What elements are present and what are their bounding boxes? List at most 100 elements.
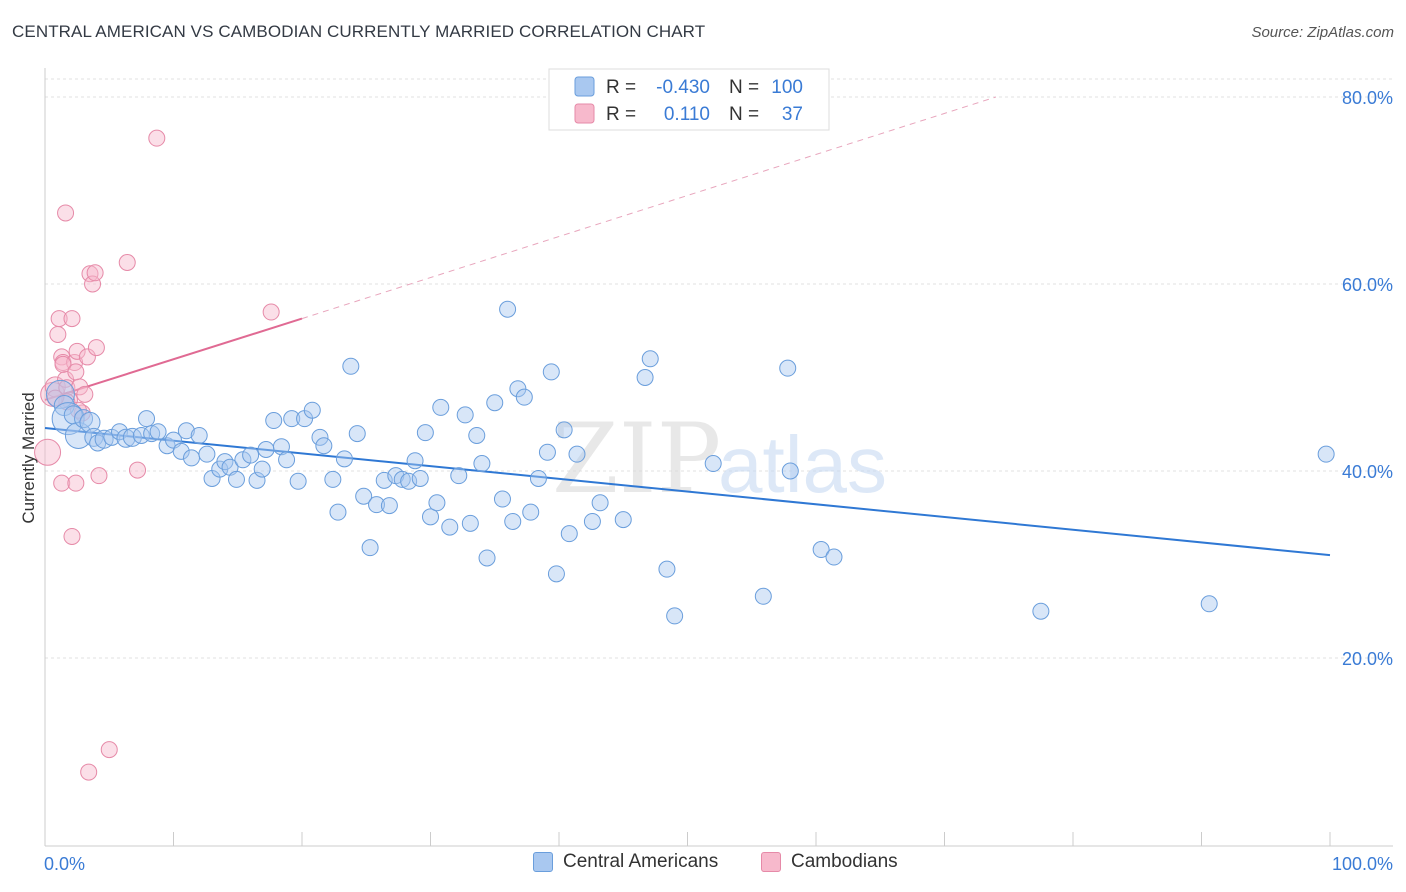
central-americans-points — [45, 300, 1335, 625]
cambodians-point — [148, 129, 166, 147]
legend-item-central-americans: Central Americans — [533, 851, 718, 873]
central-americans-point — [555, 421, 573, 439]
cambodians-point — [129, 461, 147, 479]
central-americans-point — [182, 449, 200, 467]
cambodians-point — [78, 348, 96, 366]
legend-swatch-pink — [574, 103, 595, 124]
watermark-zip: ZIP — [552, 403, 721, 515]
central-americans-point — [538, 443, 556, 461]
central-americans-point — [781, 462, 799, 480]
central-americans-point — [542, 363, 560, 381]
cambodians-point — [50, 310, 68, 328]
central-americans-point — [486, 394, 504, 412]
correlation-legend: R = -0.430 N = 100 R = 0.110 N = 37 — [548, 68, 830, 131]
central-americans-point — [177, 422, 195, 440]
central-americans-point — [1032, 602, 1050, 620]
legend-swatch-blue — [574, 76, 595, 97]
central-americans-swatch — [533, 852, 553, 872]
central-americans-point — [450, 467, 468, 485]
central-americans-point — [422, 508, 439, 526]
central-americans-point — [560, 525, 578, 543]
central-americans-point — [149, 423, 167, 441]
cambodians-point — [86, 264, 104, 282]
central-americans-point — [278, 451, 296, 469]
central-americans-point — [242, 446, 260, 464]
y-tick-label-40: 40.0% — [1342, 462, 1393, 482]
x-tick-labels: 0.0% 100.0% — [44, 854, 1393, 874]
central-americans-point — [641, 350, 659, 368]
central-americans-point — [658, 560, 676, 578]
central-americans-point — [493, 490, 511, 508]
central-americans-point — [283, 410, 301, 428]
central-americans-point — [509, 380, 527, 398]
central-americans-point — [461, 514, 479, 532]
cambodians-swatch — [761, 852, 781, 872]
central-americans-point — [227, 470, 245, 488]
legend-n-label-1: N = — [729, 77, 759, 98]
legend-label-cambodians: Cambodians — [791, 851, 898, 872]
central-americans-point — [138, 410, 156, 428]
central-americans-point — [406, 452, 424, 470]
central-americans-point — [522, 503, 540, 521]
y-tick-label-60: 60.0% — [1342, 275, 1393, 295]
cambodians-point — [90, 467, 108, 485]
legend-n-value-2: 37 — [782, 104, 803, 125]
series-legend: Central Americans Cambodians — [0, 851, 1406, 881]
central-americans-point — [504, 512, 522, 530]
axes — [44, 68, 1393, 847]
central-americans-point — [74, 409, 94, 429]
central-americans-point — [64, 421, 92, 449]
central-americans-point — [393, 470, 411, 488]
legend-n-value-1: 100 — [771, 77, 803, 98]
central-americans-point — [529, 469, 547, 487]
cambodians-point — [34, 438, 62, 466]
central-americans-point — [515, 388, 533, 406]
central-americans-point — [253, 460, 271, 478]
cambodians-point — [49, 325, 67, 343]
central-americans-point — [315, 437, 333, 455]
cambodians-point — [262, 303, 280, 321]
cambodians-point — [80, 763, 98, 781]
chart-title: CENTRAL AMERICAN VS CAMBODIAN CURRENTLY … — [12, 22, 706, 41]
y-axis-label: Currently Married — [19, 392, 38, 523]
cambodians-point — [53, 474, 71, 492]
central-americans-point — [272, 438, 290, 456]
central-americans-point — [248, 471, 266, 489]
central-americans-point — [143, 425, 161, 443]
central-americans-point — [348, 425, 366, 443]
central-americans-point — [666, 607, 684, 625]
central-americans-point — [812, 541, 830, 559]
watermark-atlas: atlas — [718, 420, 887, 509]
cambodians-point — [63, 527, 81, 545]
central-americans-point — [342, 357, 360, 375]
central-americans-point — [591, 494, 609, 512]
x-tick-label-0: 0.0% — [44, 854, 85, 874]
central-americans-point — [704, 455, 722, 473]
central-americans-point — [45, 379, 75, 409]
legend-label-central-americans: Central Americans — [563, 851, 719, 872]
central-americans-point — [51, 402, 85, 436]
chart-source: Source: ZipAtlas.com — [1251, 24, 1394, 41]
y-tick-label-80: 80.0% — [1342, 88, 1393, 108]
central-americans-point — [568, 445, 586, 463]
central-americans-point — [614, 511, 632, 529]
cambodians-point — [118, 253, 136, 271]
cambodians-point — [57, 204, 75, 222]
central-americans-point — [547, 565, 565, 583]
central-americans-point — [432, 398, 450, 416]
central-americans-point — [416, 424, 434, 442]
central-americans-point — [257, 440, 275, 458]
central-americans-point — [324, 470, 342, 488]
trend-line-central-americans — [44, 426, 1331, 557]
central-americans-point — [190, 426, 208, 444]
y-tick-labels: 20.0% 40.0% 60.0% 80.0% — [1342, 88, 1393, 669]
central-americans-point — [1200, 595, 1218, 613]
cambodians-point — [67, 363, 85, 381]
central-americans-point — [380, 497, 398, 515]
central-americans-point — [355, 487, 373, 505]
central-americans-point — [636, 369, 654, 386]
central-americans-point — [441, 518, 459, 536]
cambodians-point — [81, 265, 99, 283]
central-americans-point — [583, 512, 601, 530]
central-americans-point — [361, 539, 379, 557]
